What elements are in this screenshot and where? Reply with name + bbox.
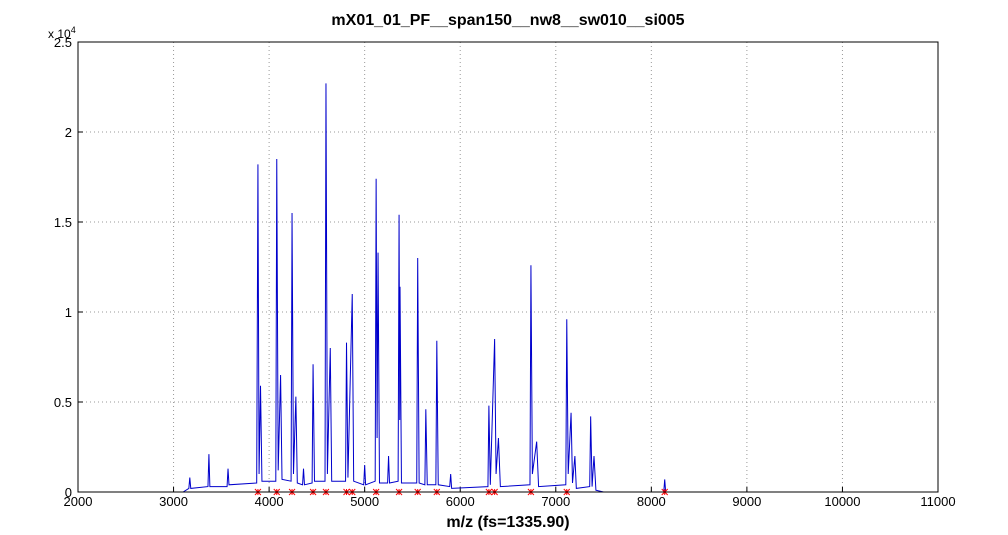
- y-tick-label: 2.5: [54, 35, 72, 50]
- x-tick-label: 8000: [637, 494, 666, 509]
- spectrum-line: [182, 83, 835, 493]
- y-multiplier-base: x 10: [48, 27, 71, 41]
- x-tick-label: 4000: [255, 494, 284, 509]
- y-tick-label: 0: [65, 485, 72, 500]
- y-tick-label: 1: [65, 305, 72, 320]
- x-tick-label: 11000: [920, 494, 955, 509]
- y-tick-label: 0.5: [54, 395, 72, 410]
- y-tick-label: 1.5: [54, 215, 72, 230]
- plot-frame: [77, 41, 939, 493]
- x-tick-label: 9000: [732, 494, 761, 509]
- x-tick-label: 3000: [159, 494, 188, 509]
- y-multiplier: x 104: [48, 25, 76, 41]
- x-tick-label: 2000: [64, 494, 93, 509]
- y-tick-label: 2: [65, 125, 72, 140]
- x-axis-label: m/z (fs=1335.90): [446, 514, 569, 531]
- y-multiplier-exponent: 4: [71, 25, 76, 35]
- x-tick-label: 5000: [350, 494, 379, 509]
- x-tick-label: 7000: [541, 494, 570, 509]
- chart-title: mX01_01_PF__span150__nw8__sw010__si005: [331, 12, 684, 29]
- x-tick-label: 10000: [824, 494, 860, 509]
- x-tick-label: 6000: [446, 494, 475, 509]
